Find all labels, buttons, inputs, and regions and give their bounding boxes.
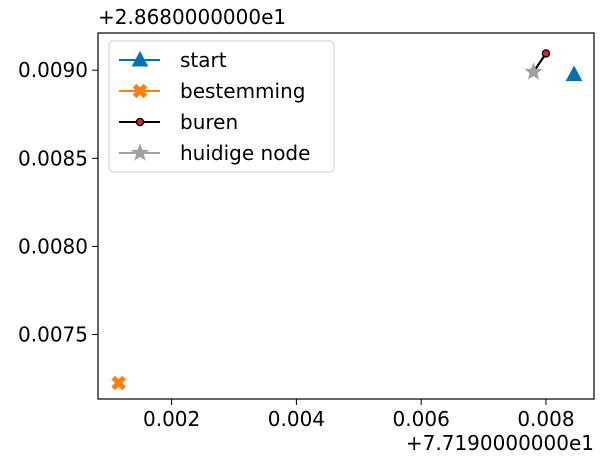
- legend-marker: [130, 143, 150, 161]
- x-tick-label: 0.008: [517, 407, 574, 431]
- y-tick-label: 0.0075: [18, 323, 88, 347]
- x-tick-label: 0.004: [268, 407, 325, 431]
- x-offset-label: +7.7190000000e1: [406, 431, 594, 455]
- legend-box: [108, 40, 335, 173]
- data-point: [111, 375, 126, 391]
- y-tick-label: 0.0080: [18, 234, 88, 258]
- legend-entry: start: [119, 48, 227, 72]
- legend-entry: bestemming: [119, 79, 305, 103]
- legend: start bestemming buren huidige node: [108, 40, 335, 173]
- legend-marker: [132, 83, 148, 99]
- x-tick-label: 0.002: [143, 407, 200, 431]
- legend-entry: buren: [119, 110, 238, 134]
- series-start: [565, 65, 583, 82]
- legend-marker: [131, 50, 149, 67]
- data-point: [565, 65, 583, 82]
- legend-label: bestemming: [180, 79, 305, 103]
- legend-label: buren: [180, 110, 238, 134]
- x-tick-label: 0.006: [393, 407, 450, 431]
- y-offset-label: +2.8680000000e1: [98, 5, 286, 29]
- data-point: [524, 62, 543, 80]
- series-bestemming: [111, 375, 126, 391]
- legend-label: start: [180, 48, 227, 72]
- legend-marker: [135, 117, 145, 127]
- y-tick-label: 0.0090: [18, 58, 88, 82]
- data-point: [541, 49, 551, 58]
- plot-frame: [97, 32, 595, 400]
- series-huidige-node: [524, 62, 543, 80]
- legend-entry: huidige node: [119, 141, 310, 165]
- y-tick-label: 0.0085: [18, 146, 88, 170]
- legend-label: huidige node: [180, 141, 310, 165]
